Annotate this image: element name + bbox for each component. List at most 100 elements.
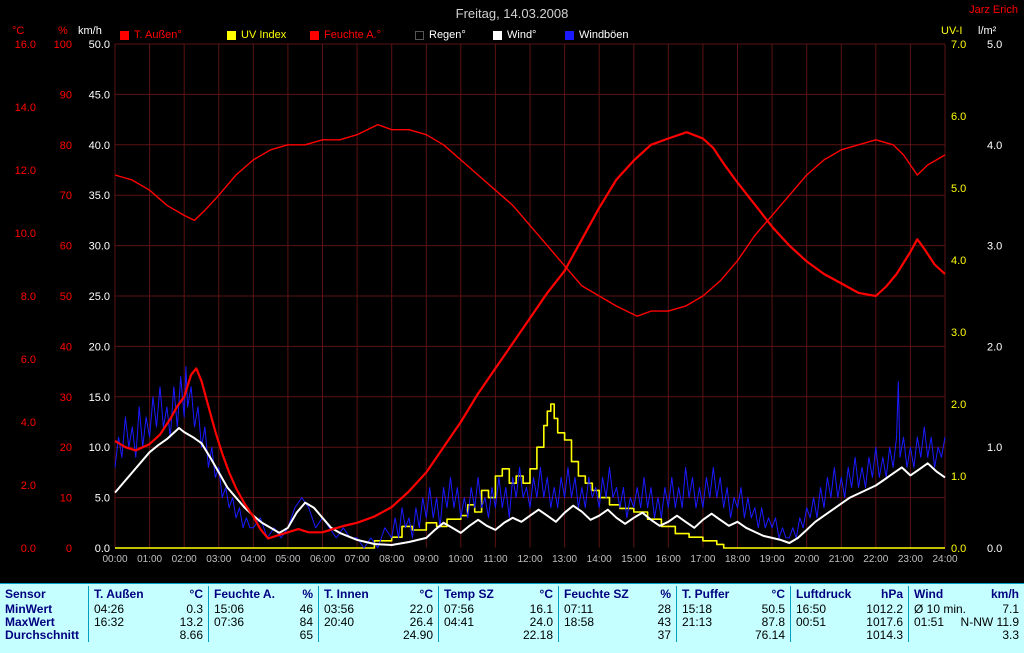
x-tick-label: 00:00 <box>102 554 127 565</box>
column-unit: °C <box>189 587 203 601</box>
table-cell: 65 <box>208 629 318 642</box>
wind_kmh-tick-label: 20.0 <box>89 341 110 353</box>
cell-value: 50.5 <box>761 603 785 616</box>
cell-value: 28 <box>657 603 671 616</box>
humidity_pct-tick-label: 20 <box>60 442 72 454</box>
x-tick-label: 18:00 <box>725 554 750 565</box>
uv_index-tick-label: 7.0 <box>951 39 966 51</box>
rain_lm2-tick-label: 5.0 <box>987 39 1002 51</box>
temp_c-tick-label: 2.0 <box>21 480 36 492</box>
legend-item: UV Index <box>227 29 286 41</box>
series-humidity <box>114 123 946 317</box>
legend-swatch <box>310 30 319 40</box>
humidity_pct-tick-label: 60 <box>60 241 72 253</box>
axis-header-humidity: % <box>58 25 68 37</box>
cell-value: 87.8 <box>761 616 785 629</box>
uv_index-tick-label: 5.0 <box>951 183 966 195</box>
chart-legend: T. Außen° UV Index Feuchte A.° Regen° Wind° W… <box>0 29 1024 42</box>
column-name: Luftdruck <box>796 587 852 601</box>
station-owner-label: Jarz Erich <box>969 4 1018 16</box>
table-row-label: MinWert <box>5 603 53 616</box>
cell-value: 84 <box>299 616 313 629</box>
legend-label: Regen° <box>429 29 466 41</box>
column-unit: % <box>302 587 313 601</box>
wind_kmh-tick-label: 50.0 <box>89 39 110 51</box>
humidity_pct-tick-label: 70 <box>60 190 72 202</box>
column-unit: % <box>660 587 671 601</box>
table-cell: Ø 10 min. 7.1 <box>908 603 1024 616</box>
legend-item: T. Außen° <box>120 29 182 41</box>
x-tick-label: 10:00 <box>448 554 473 565</box>
legend-label: Windböen <box>579 29 629 41</box>
cell-time: 15:18 <box>682 603 713 616</box>
x-tick-label: 15:00 <box>621 554 646 565</box>
rain_lm2-tick-label: 4.0 <box>987 140 1002 152</box>
x-tick-label: 01:00 <box>137 554 162 565</box>
legend-label: Feuchte A.° <box>324 29 381 41</box>
humidity_pct-tick-label: 90 <box>60 89 72 101</box>
rain_lm2-tick-label: 2.0 <box>987 341 1002 353</box>
legend-swatch <box>227 30 236 40</box>
axis-header-wind: km/h <box>78 25 102 37</box>
uv_index-tick-label: 0.0 <box>951 543 966 555</box>
cell-value: 24.0 <box>529 616 553 629</box>
cell-time: 16:50 <box>796 603 827 616</box>
uv_index-tick-label: 2.0 <box>951 399 966 411</box>
cell-value: 1014.3 <box>866 629 903 642</box>
table-cell: 00:51 1017.6 <box>790 616 908 629</box>
legend-swatch <box>565 30 574 40</box>
x-tick-label: 04:00 <box>241 554 266 565</box>
legend-label: T. Außen° <box>134 29 182 41</box>
legend-swatch <box>120 30 129 40</box>
legend-item: Feuchte A.° <box>310 29 381 41</box>
x-tick-label: 20:00 <box>794 554 819 565</box>
x-tick-label: 22:00 <box>863 554 888 565</box>
column-name: T. Innen <box>324 587 369 601</box>
column-name: Temp SZ <box>444 587 494 601</box>
table-cell: 3.3 <box>908 629 1024 642</box>
cell-value: 1017.6 <box>866 616 903 629</box>
humidity_pct-tick-label: 10 <box>60 493 72 505</box>
rain_lm2-tick-label: 0.0 <box>987 543 1002 555</box>
series-temp <box>114 131 946 540</box>
humidity_pct-tick-label: 50 <box>60 291 72 303</box>
table-cell: Feuchte A.% <box>208 586 318 603</box>
table-cell: 1014.3 <box>790 629 908 642</box>
cell-value: 16.1 <box>529 603 553 616</box>
column-unit: °C <box>419 587 433 601</box>
x-tick-label: 24:00 <box>932 554 957 565</box>
table-cell: T. Außen °C <box>88 586 208 603</box>
cell-value: 46 <box>299 603 313 616</box>
cell-value: 22.0 <box>409 603 433 616</box>
table-cell: T. Innen °C <box>318 586 438 603</box>
cell-value: 0.3 <box>186 603 203 616</box>
series-wind <box>114 427 946 546</box>
cell-time: Ø 10 min. <box>914 603 967 616</box>
x-tick-label: 23:00 <box>898 554 923 565</box>
wind_kmh-tick-label: 35.0 <box>89 190 110 202</box>
temp_c-tick-label: 0.0 <box>21 543 36 555</box>
table-cell: 22.18 <box>438 629 558 642</box>
wind_kmh-tick-label: 45.0 <box>89 89 110 101</box>
table-cell: 04:26 0.3 <box>88 603 208 616</box>
table-cell: 21:13 87.8 <box>676 616 790 629</box>
wind_kmh-tick-label: 5.0 <box>95 493 110 505</box>
legend-swatch <box>415 30 424 40</box>
wind_kmh-tick-label: 15.0 <box>89 392 110 404</box>
table-cell: 07:36 84 <box>208 616 318 629</box>
x-tick-label: 11:00 <box>483 554 508 565</box>
cell-time: 04:41 <box>444 616 475 629</box>
cell-time: 21:13 <box>682 616 713 629</box>
temp_c-tick-label: 4.0 <box>21 417 36 429</box>
wind_kmh-tick-label: 0.0 <box>95 543 110 555</box>
table-cell: Luftdruck hPa <box>790 586 908 603</box>
cell-value: 24.90 <box>402 629 433 642</box>
cell-value: 7.1 <box>1002 603 1019 616</box>
series-uv <box>115 403 945 549</box>
legend-label: UV Index <box>241 29 287 41</box>
cell-value: 1012.2 <box>866 603 903 616</box>
cell-time: 01:51 <box>914 616 945 629</box>
table-header-row: Sensor T. Außen °C Feuchte A.% T. Innen °C Tem… <box>0 586 1024 603</box>
cell-value: N-NW 11.9 <box>960 616 1019 629</box>
column-unit: °C <box>539 587 553 601</box>
